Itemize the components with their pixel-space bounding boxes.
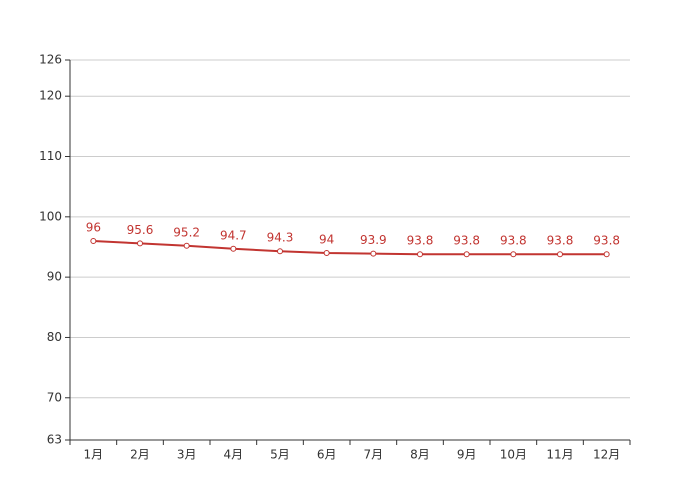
x-tick-label: 5月 [270,448,290,462]
x-tick-label: 4月 [224,448,244,462]
x-tick-label: 12月 [593,448,620,462]
point [323,250,330,257]
value-label: 93.8 [500,234,527,248]
x-tick-label: 9月 [457,448,477,462]
y-tick-label: 110 [39,149,62,163]
x-tick-label: 6月 [317,448,337,462]
series-line [93,239,607,256]
value-label: 95.2 [173,225,200,239]
y-tick-label: 120 [39,89,62,103]
point [137,240,143,247]
value-label: 94 [319,233,334,247]
point [417,251,423,258]
point [603,251,610,258]
value-label: 93.8 [453,234,480,248]
x-tick-label: 3月 [177,448,197,462]
y-tick-label: 80 [47,330,62,344]
point [230,245,237,252]
x-tick-label: 1月 [84,448,104,462]
x-tick-label: 8月 [410,448,430,462]
point [370,250,377,257]
value-label: 94.3 [267,231,294,245]
value-label: 94.7 [220,228,247,242]
point [90,237,97,244]
x-tick-label: 7月 [364,448,384,462]
point [277,248,283,255]
y-tick-label: 90 [47,270,62,284]
value-label: 93.8 [547,234,574,248]
value-label: 95.6 [127,223,154,237]
value-label: 93.9 [360,233,387,247]
y-tick-label: 100 [39,209,62,223]
x-tick-label: 2月 [130,448,150,462]
y-tick-label: 63 [47,433,62,447]
value-label: 93.8 [407,234,434,248]
point [510,251,517,258]
value-label: 96 [86,220,101,234]
x-tick-label: 11月 [546,448,573,462]
point [463,251,470,258]
value-label: 93.8 [593,234,620,248]
point [183,242,190,249]
x-tick-label: 10月 [500,448,527,462]
point [557,251,563,258]
y-tick-label: 126 [39,53,62,67]
y-tick-label: 70 [47,390,62,404]
